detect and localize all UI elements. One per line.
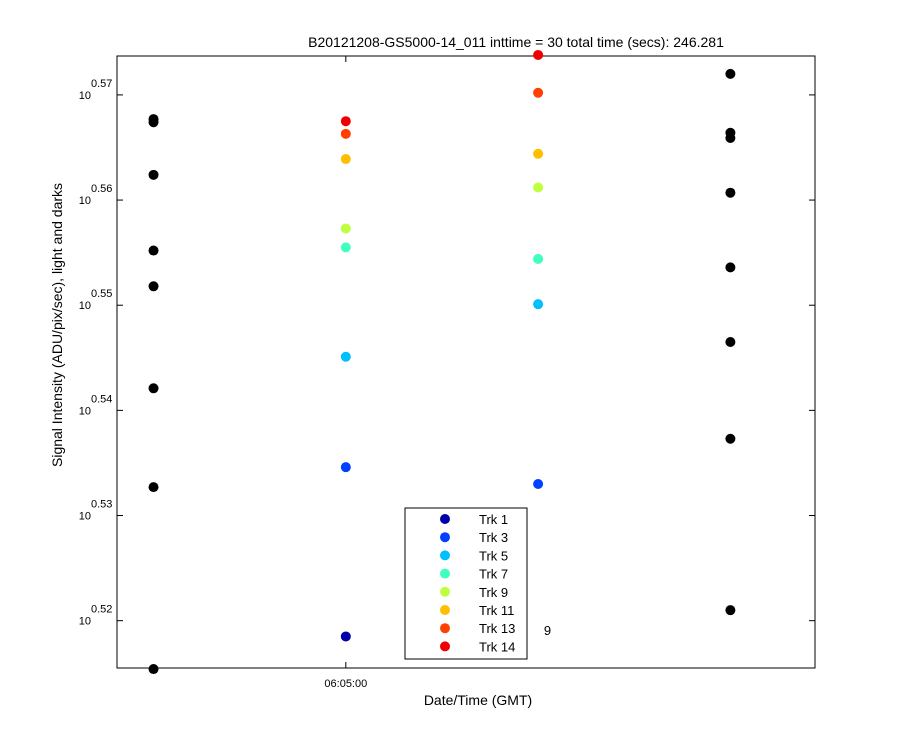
data-point-trk-5 xyxy=(533,299,544,310)
legend-box xyxy=(404,507,528,660)
data-point-dark xyxy=(725,187,736,198)
data-point-trk-3 xyxy=(533,478,544,489)
y-tick-label-base: 10 xyxy=(79,195,91,207)
data-point-dark xyxy=(725,433,736,444)
data-point-dark xyxy=(148,664,159,675)
legend-marker xyxy=(440,586,450,597)
y-tick-label-exponent: 0.53 xyxy=(91,499,112,511)
x-axis-ticks: 06:05:00 xyxy=(324,56,367,690)
y-tick-label-base: 10 xyxy=(79,90,91,102)
data-point-trk-13 xyxy=(340,128,351,139)
y-tick-label-base: 10 xyxy=(79,616,91,628)
legend-entry-label: Trk 1 xyxy=(479,512,508,527)
data-point-dark xyxy=(148,169,159,180)
data-point-trk-13 xyxy=(533,87,544,98)
data-point-dark xyxy=(148,114,159,125)
data-point-trk-9 xyxy=(340,223,351,234)
legend-entry-label: Trk 5 xyxy=(479,548,508,563)
y-tick-label-base: 10 xyxy=(79,300,91,312)
data-point-dark xyxy=(725,68,736,79)
data-point-trk-9 xyxy=(533,182,544,193)
data-point-dark xyxy=(725,337,736,348)
data-point-trk-3 xyxy=(340,462,351,473)
x-axis-label: Date/Time (GMT) xyxy=(424,692,532,708)
legend-entry-label: Trk 13 xyxy=(479,621,515,636)
legend: Trk 1 Trk 3 Trk 5 Trk 7 Trk 9 Trk 11 Trk 13 Trk… xyxy=(404,507,528,660)
legend-entry-label: Trk 7 xyxy=(479,567,508,582)
data-point-dark xyxy=(148,482,159,493)
legend-marker xyxy=(440,568,450,579)
y-tick-label-exponent: 0.52 xyxy=(91,604,112,616)
stray-label: 9 xyxy=(544,623,551,638)
legend-entry-label: Trk 9 xyxy=(479,585,508,600)
chart-title: B20121208-GS5000-14_011 inttime = 30 tot… xyxy=(308,34,724,50)
data-point-trk-1 xyxy=(340,631,351,642)
data-point-dark xyxy=(148,281,159,292)
data-point-trk-11 xyxy=(533,148,544,159)
legend-marker xyxy=(440,605,450,615)
y-tick-label-exponent: 0.55 xyxy=(91,288,112,300)
data-points xyxy=(148,49,736,675)
data-point-dark xyxy=(725,127,736,138)
data-point-trk-14 xyxy=(533,49,544,60)
data-point-trk-7 xyxy=(533,253,544,264)
data-point-trk-14 xyxy=(340,116,351,127)
y-tick-label-exponent: 0.57 xyxy=(91,78,112,90)
legend-marker xyxy=(440,532,450,543)
legend-entry-label: Trk 11 xyxy=(479,603,514,618)
data-point-dark xyxy=(148,383,159,394)
legend-marker xyxy=(440,641,450,652)
plot-frame xyxy=(116,55,816,669)
data-point-dark xyxy=(148,245,159,256)
y-tick-label-base: 10 xyxy=(79,511,91,523)
data-point-trk-7 xyxy=(340,242,351,253)
legend-marker xyxy=(440,514,450,524)
data-point-trk-11 xyxy=(340,154,351,165)
extra-labels: 9 xyxy=(544,623,551,638)
legend-entry-label: Trk 14 xyxy=(479,639,515,654)
data-point-dark xyxy=(725,605,736,616)
legend-entry-label: Trk 3 xyxy=(479,530,508,545)
legend-marker xyxy=(440,550,450,561)
data-point-trk-5 xyxy=(340,351,351,362)
data-point-dark xyxy=(725,262,736,273)
y-axis-label: Signal Intensity (ADU/pix/sec), light an… xyxy=(49,183,65,467)
y-tick-label-exponent: 0.56 xyxy=(91,183,112,195)
y-tick-label-exponent: 0.54 xyxy=(91,393,112,405)
y-tick-label-base: 10 xyxy=(79,405,91,417)
x-tick-label: 06:05:00 xyxy=(324,678,367,690)
legend-marker xyxy=(440,623,450,634)
